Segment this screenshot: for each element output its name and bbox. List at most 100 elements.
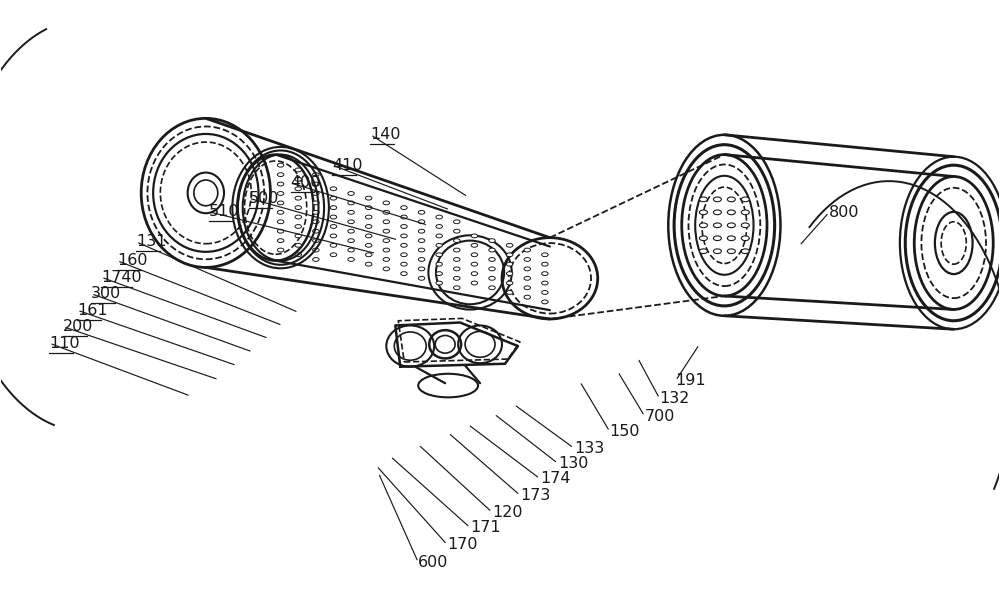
Ellipse shape: [277, 220, 284, 224]
Text: 173: 173: [520, 488, 550, 503]
Text: 200: 200: [63, 319, 94, 334]
Ellipse shape: [727, 197, 735, 202]
Ellipse shape: [277, 210, 284, 214]
Ellipse shape: [383, 229, 390, 233]
Ellipse shape: [295, 224, 301, 229]
Ellipse shape: [330, 215, 337, 219]
Ellipse shape: [454, 239, 460, 243]
Ellipse shape: [383, 210, 390, 214]
Ellipse shape: [313, 220, 319, 224]
Ellipse shape: [436, 224, 442, 229]
Ellipse shape: [313, 229, 319, 233]
Ellipse shape: [313, 248, 319, 252]
Ellipse shape: [313, 201, 319, 205]
Ellipse shape: [542, 281, 548, 285]
Ellipse shape: [727, 223, 735, 228]
Ellipse shape: [489, 239, 495, 243]
Ellipse shape: [436, 215, 442, 219]
Ellipse shape: [471, 234, 478, 238]
Ellipse shape: [741, 210, 749, 215]
Ellipse shape: [524, 248, 530, 252]
Ellipse shape: [741, 197, 749, 202]
Ellipse shape: [418, 248, 425, 252]
Text: 133: 133: [574, 440, 604, 455]
Ellipse shape: [418, 229, 425, 233]
Ellipse shape: [489, 248, 495, 252]
Ellipse shape: [418, 267, 425, 271]
Ellipse shape: [313, 192, 319, 195]
Ellipse shape: [727, 210, 735, 215]
Ellipse shape: [330, 197, 337, 200]
Ellipse shape: [489, 258, 495, 262]
Text: 131: 131: [136, 234, 167, 249]
Ellipse shape: [471, 281, 478, 285]
Text: 171: 171: [470, 520, 501, 535]
Ellipse shape: [524, 276, 530, 280]
Text: 170: 170: [447, 537, 478, 552]
Ellipse shape: [277, 173, 284, 176]
Ellipse shape: [489, 286, 495, 289]
Ellipse shape: [454, 220, 460, 224]
Text: 132: 132: [660, 391, 690, 406]
Ellipse shape: [295, 168, 301, 172]
Ellipse shape: [699, 210, 707, 215]
Ellipse shape: [418, 258, 425, 262]
Ellipse shape: [699, 236, 707, 240]
Ellipse shape: [524, 286, 530, 289]
Ellipse shape: [330, 187, 337, 191]
Ellipse shape: [713, 223, 721, 228]
Ellipse shape: [295, 215, 301, 219]
Text: 160: 160: [117, 253, 148, 268]
Ellipse shape: [436, 281, 442, 285]
Ellipse shape: [713, 210, 721, 215]
Ellipse shape: [471, 243, 478, 247]
Ellipse shape: [313, 173, 319, 176]
Ellipse shape: [365, 205, 372, 210]
Ellipse shape: [727, 249, 735, 253]
Ellipse shape: [401, 205, 407, 210]
Ellipse shape: [401, 262, 407, 266]
Ellipse shape: [542, 272, 548, 275]
Ellipse shape: [454, 286, 460, 289]
Ellipse shape: [365, 224, 372, 229]
Ellipse shape: [542, 291, 548, 294]
Ellipse shape: [365, 262, 372, 266]
Ellipse shape: [277, 229, 284, 233]
Ellipse shape: [542, 262, 548, 266]
Ellipse shape: [418, 220, 425, 224]
Ellipse shape: [330, 243, 337, 247]
Text: 110: 110: [49, 336, 80, 350]
Ellipse shape: [542, 253, 548, 257]
Ellipse shape: [436, 234, 442, 238]
Ellipse shape: [313, 258, 319, 262]
Text: 174: 174: [540, 471, 570, 486]
Ellipse shape: [436, 262, 442, 266]
Ellipse shape: [313, 210, 319, 214]
Ellipse shape: [277, 201, 284, 205]
Text: 120: 120: [492, 505, 523, 520]
Ellipse shape: [524, 295, 530, 299]
Ellipse shape: [330, 253, 337, 257]
Ellipse shape: [506, 272, 513, 275]
Ellipse shape: [436, 272, 442, 275]
Text: 300: 300: [91, 286, 121, 301]
Ellipse shape: [383, 267, 390, 271]
Ellipse shape: [348, 229, 354, 233]
Ellipse shape: [277, 182, 284, 186]
Ellipse shape: [699, 249, 707, 253]
Ellipse shape: [506, 262, 513, 266]
Ellipse shape: [436, 243, 442, 247]
Ellipse shape: [401, 224, 407, 229]
Ellipse shape: [277, 239, 284, 243]
Text: 140: 140: [370, 127, 401, 142]
Ellipse shape: [401, 253, 407, 257]
Text: 161: 161: [77, 303, 108, 318]
Ellipse shape: [365, 234, 372, 238]
Text: 410: 410: [332, 157, 363, 173]
Ellipse shape: [295, 234, 301, 238]
Ellipse shape: [471, 253, 478, 257]
Ellipse shape: [454, 267, 460, 271]
Ellipse shape: [348, 192, 354, 195]
Ellipse shape: [383, 248, 390, 252]
Ellipse shape: [277, 192, 284, 195]
